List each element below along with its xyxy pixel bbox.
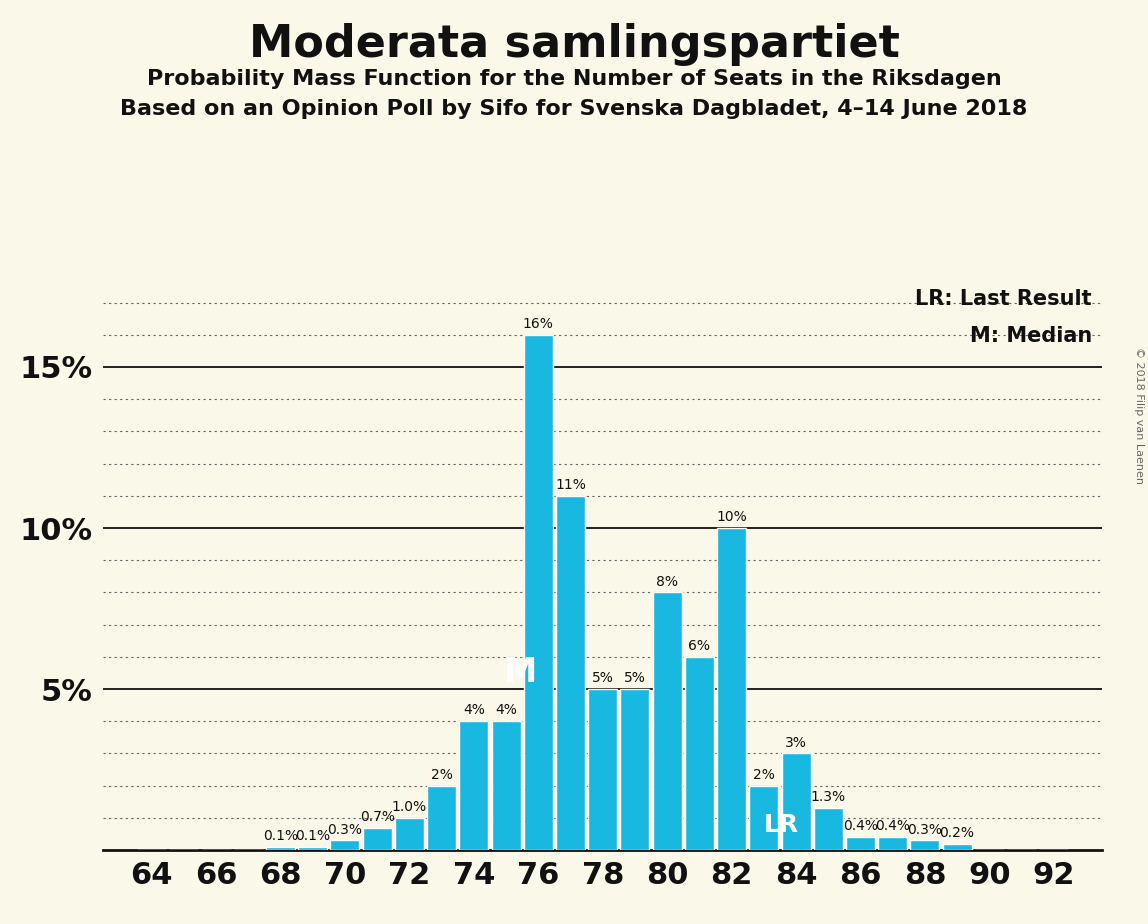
- Text: 0.3%: 0.3%: [327, 822, 363, 836]
- Text: 0.1%: 0.1%: [295, 829, 331, 843]
- Text: 0.1%: 0.1%: [263, 829, 298, 843]
- Bar: [427, 785, 456, 850]
- Text: Probability Mass Function for the Number of Seats in the Riksdagen: Probability Mass Function for the Number…: [147, 69, 1001, 90]
- Bar: [298, 847, 327, 850]
- Text: 5%: 5%: [625, 671, 646, 686]
- Text: 1.0%: 1.0%: [391, 800, 427, 814]
- Bar: [782, 753, 810, 850]
- Text: 6%: 6%: [689, 639, 711, 653]
- Text: 11%: 11%: [554, 478, 585, 492]
- Bar: [620, 689, 650, 850]
- Text: LR: Last Result: LR: Last Result: [915, 289, 1092, 310]
- Bar: [459, 722, 488, 850]
- Bar: [718, 528, 746, 850]
- Text: 0.4%: 0.4%: [875, 820, 910, 833]
- Bar: [266, 847, 295, 850]
- Text: 3%: 3%: [785, 736, 807, 749]
- Text: LR: LR: [763, 813, 799, 837]
- Bar: [588, 689, 618, 850]
- Text: 8%: 8%: [657, 575, 678, 589]
- Text: M: Median: M: Median: [970, 326, 1092, 346]
- Bar: [395, 818, 424, 850]
- Text: 4%: 4%: [495, 703, 517, 717]
- Text: Moderata samlingspartiet: Moderata samlingspartiet: [249, 23, 899, 67]
- Text: 1.3%: 1.3%: [810, 790, 846, 805]
- Bar: [846, 837, 875, 850]
- Text: 0.4%: 0.4%: [843, 820, 878, 833]
- Bar: [653, 592, 682, 850]
- Bar: [878, 837, 907, 850]
- Text: 10%: 10%: [716, 510, 747, 524]
- Text: 0.3%: 0.3%: [907, 822, 943, 836]
- Bar: [685, 657, 714, 850]
- Text: Based on an Opinion Poll by Sifo for Svenska Dagbladet, 4–14 June 2018: Based on an Opinion Poll by Sifo for Sve…: [121, 99, 1027, 119]
- Bar: [750, 785, 778, 850]
- Text: 0.7%: 0.7%: [359, 809, 395, 823]
- Text: 2%: 2%: [753, 768, 775, 782]
- Text: 2%: 2%: [430, 768, 452, 782]
- Text: 5%: 5%: [591, 671, 614, 686]
- Bar: [943, 844, 971, 850]
- Bar: [331, 841, 359, 850]
- Bar: [910, 841, 939, 850]
- Bar: [363, 828, 391, 850]
- Text: 4%: 4%: [463, 703, 484, 717]
- Bar: [556, 496, 585, 850]
- Bar: [491, 722, 520, 850]
- Text: 16%: 16%: [522, 317, 553, 331]
- Text: © 2018 Filip van Laenen: © 2018 Filip van Laenen: [1134, 347, 1143, 484]
- Text: M: M: [504, 656, 537, 689]
- Bar: [814, 808, 843, 850]
- Bar: [523, 334, 553, 850]
- Text: 0.2%: 0.2%: [939, 826, 975, 840]
